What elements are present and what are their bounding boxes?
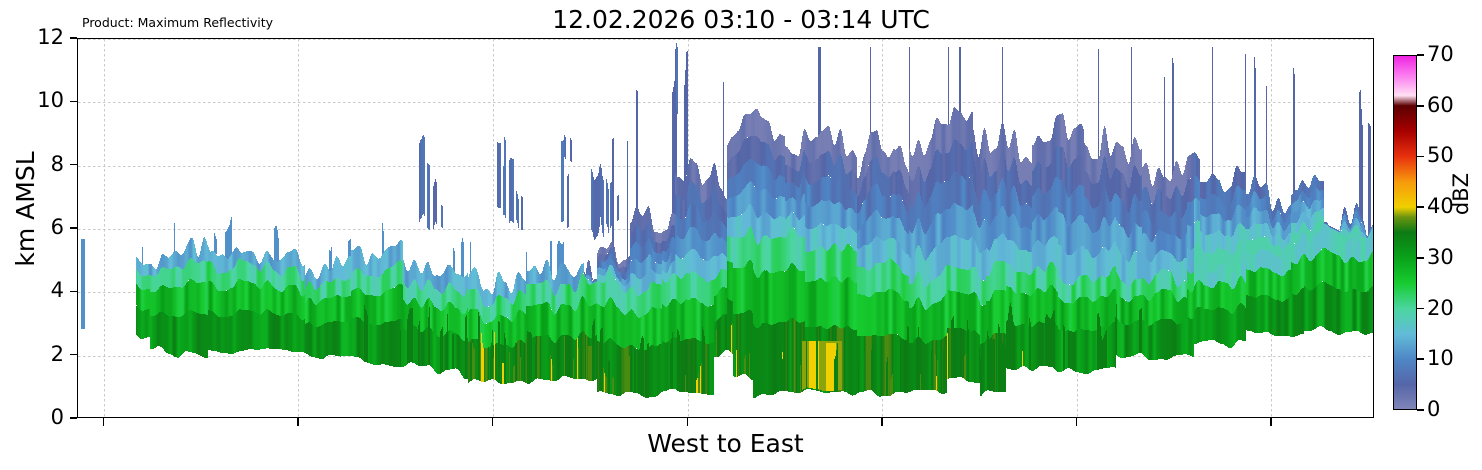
reflectivity-column [565,39,566,417]
y-tick [70,37,77,38]
x-tick [1270,418,1271,426]
y-tick-label: 0 [51,407,64,428]
reflectivity-column [513,39,514,417]
colorbar-tick [1417,409,1424,411]
colorbar-tick [1417,54,1424,56]
x-tick [687,418,688,426]
x-tick [492,418,493,426]
reflectivity-column [608,39,609,417]
colorbar-tick-label: 10 [1427,348,1454,369]
y-axis-label: km AMSL [13,129,39,289]
y-tick [70,291,77,292]
reflectivity-column [436,39,437,417]
y-tick-label: 4 [51,280,64,301]
reflectivity-column [84,39,85,417]
colorbar-tick-label: 20 [1427,298,1454,319]
y-tick [70,227,77,228]
x-tick [297,418,298,426]
colorbar-gradient [1393,55,1417,410]
y-tick [70,101,77,102]
y-tick-label: 12 [37,27,64,48]
y-tick-label: 10 [37,90,64,111]
y-tick [70,164,77,165]
x-tick [881,418,882,426]
plot-area [77,38,1374,418]
colorbar-title: dBZ [1450,129,1472,259]
reflectivity-column [568,39,569,417]
colorbar-tick [1417,206,1424,208]
reflectivity-column [571,39,572,417]
x-tick [1076,418,1077,426]
colorbar-tick-label: 70 [1427,44,1454,65]
colorbar-tick [1417,358,1424,360]
colorbar-tick-label: 0 [1427,399,1440,420]
reflectivity-column [599,39,600,417]
product-label: Product: Maximum Reflectivity [82,16,273,30]
reflectivity-column [603,39,604,417]
reflectivity-column [518,39,519,417]
x-tick [103,418,104,426]
y-tick [70,354,77,355]
reflectivity-column [429,39,430,417]
colorbar [1393,55,1417,410]
reflectivity-cross-section [78,39,1373,417]
y-tick-label: 6 [51,217,64,238]
colorbar-tick [1417,105,1424,107]
colorbar-tick [1417,156,1424,158]
reflectivity-column [522,39,523,417]
reflectivity-column [611,39,612,417]
colorbar-tick [1417,257,1424,259]
x-axis-label: West to East [77,430,1374,458]
reflectivity-column [618,39,619,417]
reflectivity-column [505,39,506,417]
reflectivity-column [677,39,678,417]
y-tick-label: 2 [51,344,64,365]
colorbar-tick [1417,308,1424,310]
reflectivity-column [424,39,425,417]
y-tick-label: 8 [51,154,64,175]
y-tick [70,417,77,418]
colorbar-tick-label: 60 [1427,95,1454,116]
reflectivity-column [500,39,501,417]
reflectivity-column [442,39,443,417]
